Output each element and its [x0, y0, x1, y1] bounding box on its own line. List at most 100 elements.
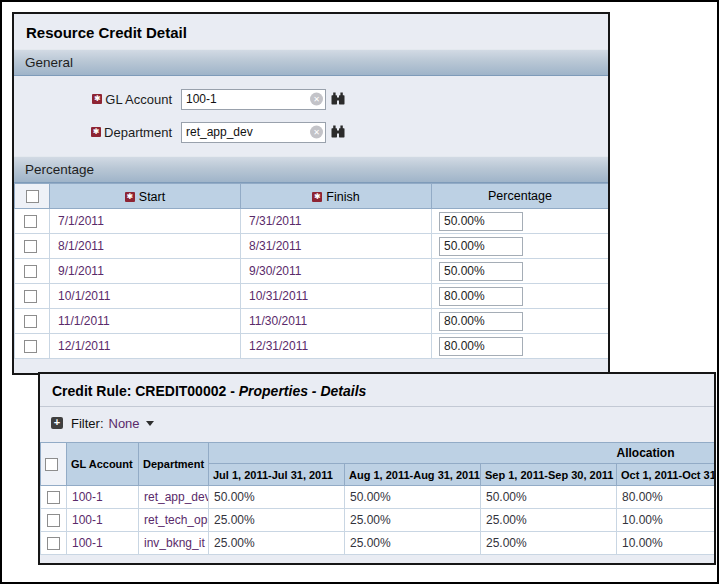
- gl-account-cell: 100-1: [67, 509, 139, 532]
- clear-icon[interactable]: ✕: [310, 93, 323, 106]
- gl-account-cell: 100-1: [67, 486, 139, 509]
- department-input-wrap: ✕: [181, 122, 326, 143]
- percentage-input[interactable]: [439, 337, 523, 356]
- lookup-binoculars-icon[interactable]: [331, 125, 345, 139]
- allocation-row: 100-1 inv_bkng_it 25.00% 25.00% 25.00% 1…: [41, 532, 717, 555]
- allocation-group-header: Allocation: [209, 443, 717, 464]
- oct-column-header: Oct 1, 2011-Oct 31,: [617, 464, 717, 486]
- allocation-table: GL Account Department Allocation Jul 1, …: [40, 442, 716, 555]
- general-form: ✱ GL Account ✕ ✱ Department: [14, 76, 608, 156]
- finish-date-cell: 12/31/2011: [241, 334, 432, 359]
- gl-account-label-cell: ✱ GL Account: [14, 92, 172, 107]
- select-all-header-cell: [15, 184, 50, 209]
- expand-filter-icon[interactable]: +: [51, 417, 63, 429]
- row-checkbox[interactable]: [24, 240, 37, 253]
- credit-rule-title-prefix: Credit Rule: CREDIT00002 -: [52, 383, 239, 399]
- start-column-header: ✱ Start: [50, 184, 241, 209]
- chevron-down-icon[interactable]: [146, 421, 154, 426]
- sep-allocation-cell: 50.00%: [481, 486, 617, 509]
- percentage-cell: [432, 259, 609, 284]
- select-all-checkbox[interactable]: [26, 190, 39, 203]
- oct-allocation-cell: 80.00%: [617, 486, 717, 509]
- credit-rule-panel: Credit Rule: CREDIT00002 - Properties - …: [38, 372, 716, 565]
- screenshot-frame: Resource Credit Detail General ✱ GL Acco…: [0, 0, 719, 584]
- percentage-input[interactable]: [439, 262, 523, 281]
- gl-account-cell: 100-1: [67, 532, 139, 555]
- percentage-input[interactable]: [439, 212, 523, 231]
- credit-rule-title-suffix: Properties - Details: [239, 383, 367, 399]
- row-select-cell: [15, 259, 50, 284]
- percentage-input[interactable]: [439, 287, 523, 306]
- row-checkbox[interactable]: [47, 537, 60, 550]
- row-select-cell: [41, 532, 67, 555]
- row-select-cell: [41, 486, 67, 509]
- percentage-table: ✱ Start ✱ Finish Percentage: [14, 183, 609, 359]
- start-date-cell: 8/1/2011: [50, 234, 241, 259]
- jul-allocation-cell: 50.00%: [209, 486, 345, 509]
- gl-account-row: ✱ GL Account ✕: [14, 83, 608, 115]
- finish-date-cell: 11/30/2011: [241, 309, 432, 334]
- select-all-header-cell: [41, 443, 67, 486]
- resource-credit-detail-panel: Resource Credit Detail General ✱ GL Acco…: [12, 12, 610, 375]
- percentage-row: 11/1/2011 11/30/2011: [15, 309, 609, 334]
- percentage-row: 12/1/2011 12/31/2011: [15, 334, 609, 359]
- allocation-row: 100-1 ret_tech_ops 25.00% 25.00% 25.00% …: [41, 509, 717, 532]
- row-checkbox[interactable]: [24, 340, 37, 353]
- row-checkbox[interactable]: [24, 265, 37, 278]
- start-date-cell: 10/1/2011: [50, 284, 241, 309]
- finish-date-cell: 8/31/2011: [241, 234, 432, 259]
- oct-allocation-cell: 10.00%: [617, 509, 717, 532]
- aug-column-header: Aug 1, 2011-Aug 31, 2011: [345, 464, 481, 486]
- row-select-cell: [15, 234, 50, 259]
- start-date-cell: 11/1/2011: [50, 309, 241, 334]
- aug-allocation-cell: 25.00%: [345, 532, 481, 555]
- lookup-binoculars-icon[interactable]: [331, 92, 345, 106]
- percentage-cell: [432, 234, 609, 259]
- percentage-row: 8/1/2011 8/31/2011: [15, 234, 609, 259]
- percentage-row: 10/1/2011 10/31/2011: [15, 284, 609, 309]
- required-icon: ✱: [91, 127, 101, 137]
- row-checkbox[interactable]: [24, 215, 37, 228]
- allocation-group-header-row: GL Account Department Allocation: [41, 443, 717, 464]
- row-checkbox[interactable]: [24, 315, 37, 328]
- aug-allocation-cell: 50.00%: [345, 486, 481, 509]
- jul-allocation-cell: 25.00%: [209, 532, 345, 555]
- select-all-checkbox[interactable]: [45, 458, 58, 471]
- filter-value[interactable]: None: [109, 416, 140, 431]
- percentage-table-header-row: ✱ Start ✱ Finish Percentage: [15, 184, 609, 209]
- start-date-cell: 9/1/2011: [50, 259, 241, 284]
- sep-allocation-cell: 25.00%: [481, 532, 617, 555]
- start-date-cell: 7/1/2011: [50, 209, 241, 234]
- finish-date-cell: 9/30/2011: [241, 259, 432, 284]
- required-icon: ✱: [312, 192, 322, 202]
- finish-date-cell: 10/31/2011: [241, 284, 432, 309]
- percentage-cell: [432, 284, 609, 309]
- filter-bar: + Filter: None: [40, 407, 714, 439]
- percentage-cell: [432, 334, 609, 359]
- gl-account-input[interactable]: [181, 89, 326, 110]
- department-row: ✱ Department ✕: [14, 116, 608, 148]
- gl-account-label: GL Account: [105, 92, 172, 107]
- filter-label: Filter:: [71, 416, 104, 431]
- credit-rule-title: Credit Rule: CREDIT00002 - Properties - …: [40, 374, 714, 407]
- sep-column-header: Sep 1, 2011-Sep 30, 2011: [481, 464, 617, 486]
- row-checkbox[interactable]: [24, 290, 37, 303]
- percentage-input[interactable]: [439, 237, 523, 256]
- row-select-cell: [15, 209, 50, 234]
- percentage-column-header: Percentage: [432, 184, 609, 209]
- percentage-row: 7/1/2011 7/31/2011: [15, 209, 609, 234]
- sep-allocation-cell: 25.00%: [481, 509, 617, 532]
- department-input[interactable]: [181, 122, 326, 143]
- aug-allocation-cell: 25.00%: [345, 509, 481, 532]
- department-cell: ret_app_dev: [139, 486, 209, 509]
- percentage-row: 9/1/2011 9/30/2011: [15, 259, 609, 284]
- department-cell: ret_tech_ops: [139, 509, 209, 532]
- row-checkbox[interactable]: [47, 514, 60, 527]
- clear-icon[interactable]: ✕: [310, 126, 323, 139]
- percentage-cell: [432, 309, 609, 334]
- row-checkbox[interactable]: [47, 491, 60, 504]
- percentage-input[interactable]: [439, 312, 523, 331]
- gl-account-column-header: GL Account: [67, 443, 139, 486]
- oct-allocation-cell: 10.00%: [617, 532, 717, 555]
- general-section-header: General: [14, 49, 608, 76]
